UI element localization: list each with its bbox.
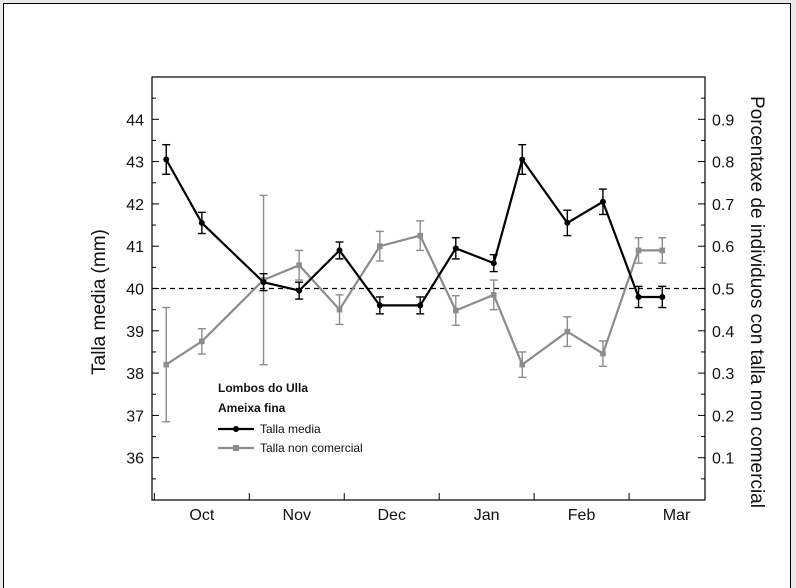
data-point xyxy=(564,328,571,335)
x-tick-label: Jan xyxy=(474,507,500,524)
legend-title-site: Lombos do Ulla xyxy=(218,381,308,395)
data-point xyxy=(198,219,205,226)
y2-tick-label: 0.4 xyxy=(712,324,734,341)
data-point xyxy=(659,247,666,254)
x-tick-label: Mar xyxy=(663,507,691,524)
legend-label-talla-media: Talla media xyxy=(260,422,321,436)
x-axis: Oct Nov Dec Jan Feb Mar xyxy=(153,493,691,524)
series-line xyxy=(165,234,663,367)
y-tick-label: 39 xyxy=(126,324,144,341)
data-point xyxy=(600,350,606,357)
data-point xyxy=(376,302,383,309)
x-tick-label: Dec xyxy=(377,507,405,524)
series-talla-media xyxy=(162,143,667,315)
y-tick-label: 41 xyxy=(126,239,144,256)
data-point xyxy=(490,260,497,267)
data-point xyxy=(519,156,526,163)
data-point xyxy=(377,243,383,249)
data-point xyxy=(452,245,459,252)
y-axis-right: 0.1 0.2 0.3 0.4 0.5 0.6 0.7 0.8 0.9 xyxy=(698,97,734,480)
y-axis-title: Talla media (mm) xyxy=(89,229,110,375)
legend-marker-talla-non-comercial xyxy=(233,445,239,451)
legend-label-talla-non-comercial: Talla non comercial xyxy=(260,441,363,455)
y-tick-label: 37 xyxy=(126,408,144,425)
data-point xyxy=(635,247,642,254)
legend: Lombos do Ulla Ameixa fina Talla media T… xyxy=(218,381,363,455)
data-point xyxy=(260,279,267,286)
y2-tick-label: 0.8 xyxy=(712,155,734,172)
y2-tick-label: 0.5 xyxy=(712,282,734,299)
data-point xyxy=(452,307,459,314)
data-point xyxy=(163,156,170,163)
data-point xyxy=(336,247,343,254)
y-axis-left: 36 37 38 39 40 41 42 43 44 xyxy=(126,97,159,480)
y-tick-label: 44 xyxy=(126,112,144,129)
data-point xyxy=(519,361,526,368)
y-tick-label: 40 xyxy=(126,282,144,299)
data-point xyxy=(163,361,170,368)
series-layer xyxy=(162,143,667,423)
data-point xyxy=(199,338,205,345)
y2-axis-title: Porcentaxe de individuos con talla non c… xyxy=(746,96,767,508)
y-tick-label: 42 xyxy=(126,197,144,214)
data-point xyxy=(659,293,666,300)
y2-tick-label: 0.7 xyxy=(712,197,734,214)
y-tick-label: 38 xyxy=(126,366,144,383)
data-point xyxy=(490,292,497,298)
data-point xyxy=(564,219,571,226)
y2-tick-label: 0.1 xyxy=(712,451,734,468)
data-point xyxy=(336,306,343,313)
chart-frame: 36 37 38 39 40 41 42 43 44 0.1 0.2 0.3 0.4 0.5 0.6 0.7… xyxy=(3,3,791,588)
legend-marker-talla-media xyxy=(233,426,239,432)
y2-tick-label: 0.6 xyxy=(712,239,734,256)
x-tick-label: Feb xyxy=(568,507,596,524)
chart-svg: 36 37 38 39 40 41 42 43 44 0.1 0.2 0.3 0.4 0.5 0.6 0.7… xyxy=(89,76,767,524)
y-tick-label: 43 xyxy=(126,155,144,172)
data-point xyxy=(296,287,303,294)
data-point xyxy=(417,302,424,309)
y2-tick-label: 0.2 xyxy=(712,408,734,425)
data-point xyxy=(296,262,302,269)
data-point xyxy=(635,293,642,300)
data-point xyxy=(599,198,606,205)
y2-tick-label: 0.9 xyxy=(712,112,734,129)
y2-tick-label: 0.3 xyxy=(712,366,734,383)
y-tick-label: 36 xyxy=(126,451,144,468)
series-line xyxy=(165,156,663,307)
x-tick-label: Nov xyxy=(283,507,311,524)
x-tick-label: Oct xyxy=(189,507,214,524)
data-point xyxy=(417,232,423,239)
legend-title-species: Ameixa fina xyxy=(218,401,286,415)
